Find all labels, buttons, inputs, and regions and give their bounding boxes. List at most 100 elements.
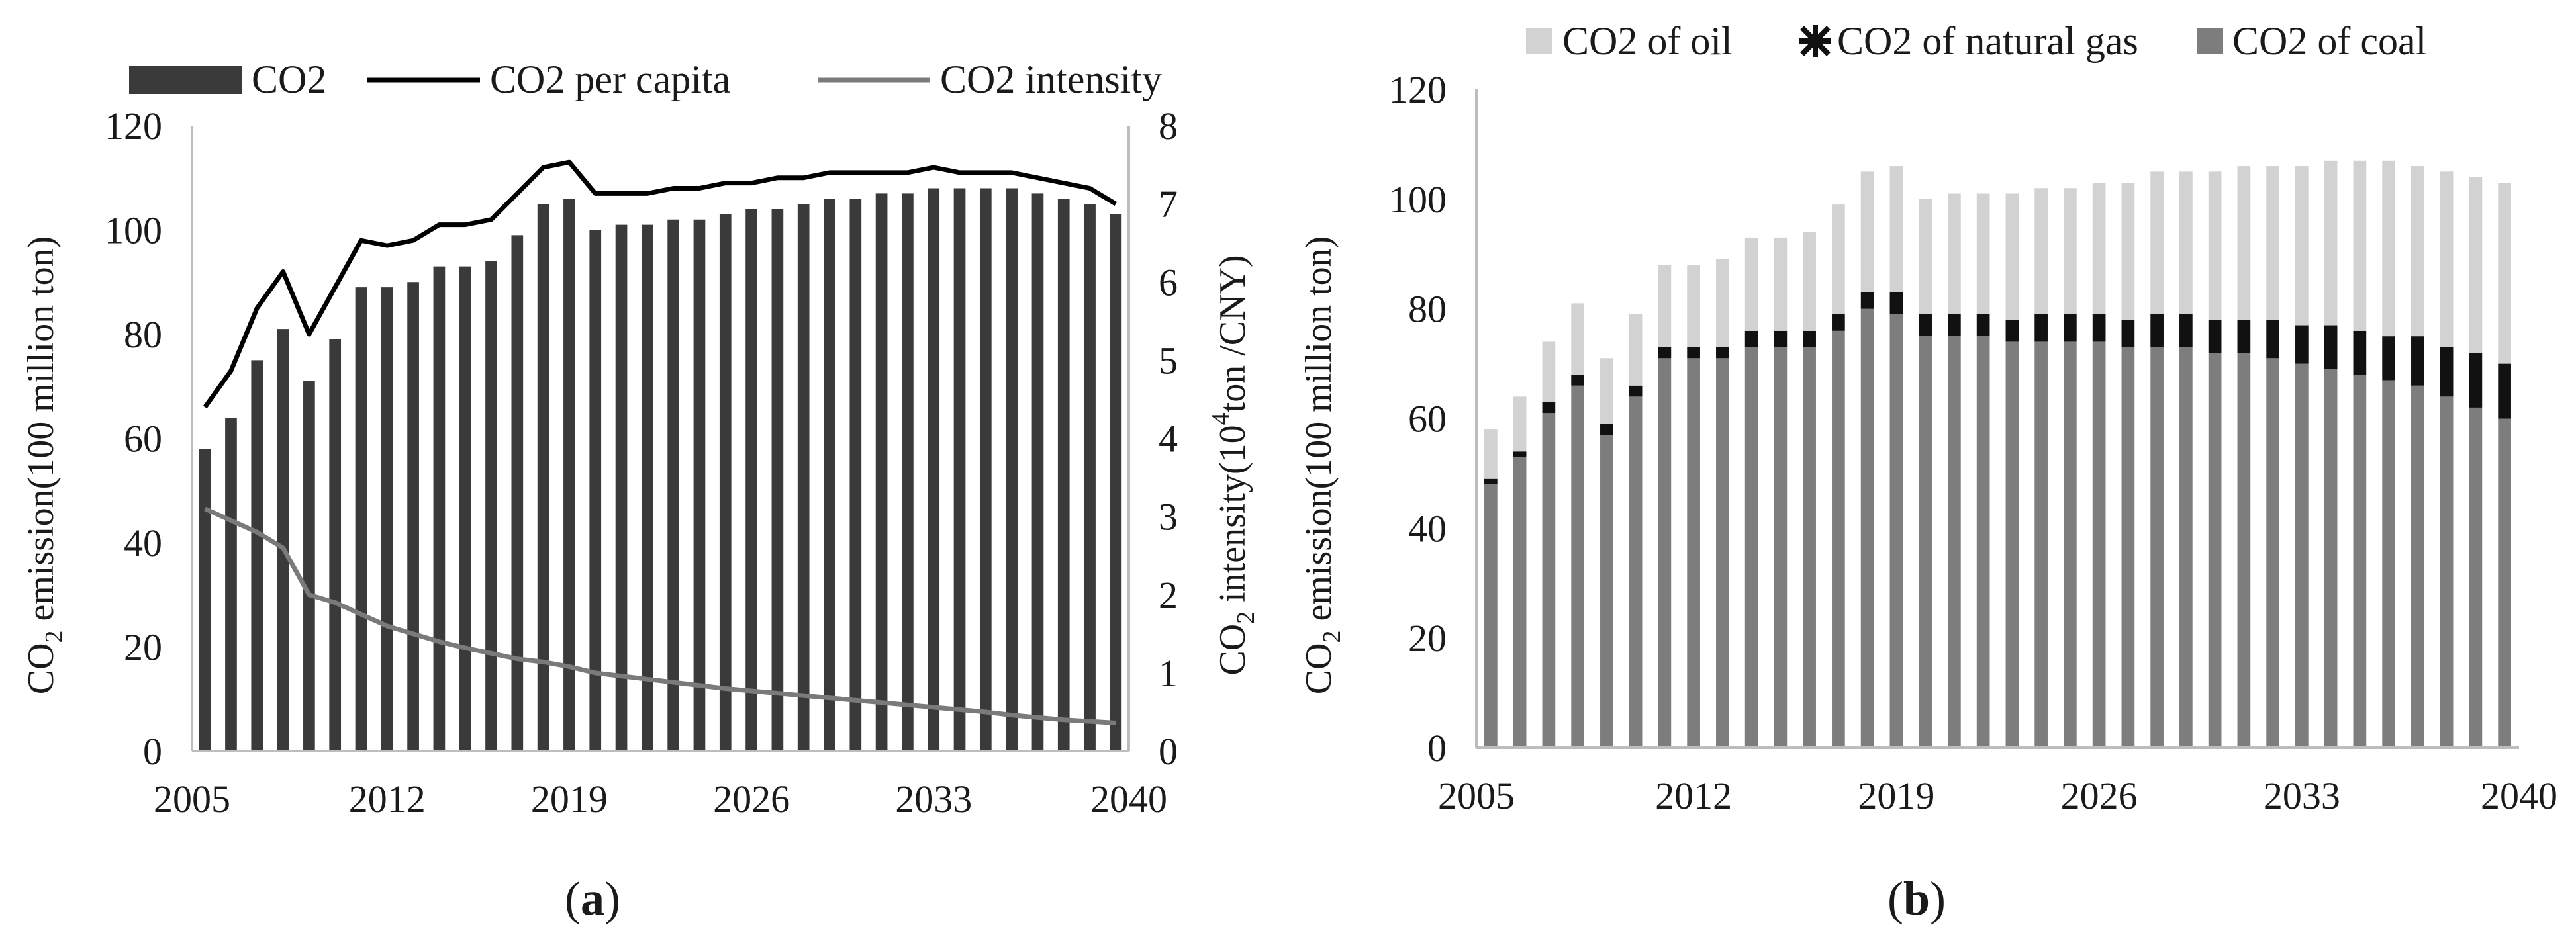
bar-co2-of-oil-2016 xyxy=(1803,232,1816,331)
bar-co2-of-oil-2007 xyxy=(1542,341,1556,402)
bar-co2-of-coal-2018 xyxy=(1860,308,1874,748)
bar-co2-of-natural-gas-2027 xyxy=(2121,320,2135,347)
bar-co2-of-oil-2024 xyxy=(2034,188,2048,314)
bar-co2-of-oil-2031 xyxy=(2237,166,2251,320)
y-axis-label-left-a: CO2 emission(100 million ton) xyxy=(21,236,68,695)
bar-co2-of-coal-2014 xyxy=(1744,347,1758,748)
bar-co2-2036 xyxy=(1006,188,1018,751)
panel-label-b: (b) xyxy=(1887,872,1946,925)
y-tick-right-a: 5 xyxy=(1159,339,1178,382)
bar-co2-of-oil-2018 xyxy=(1860,171,1874,292)
legend-swatch-gas xyxy=(1799,25,1831,57)
bar-co2-of-coal-2040 xyxy=(2498,418,2511,748)
chart-a-axes xyxy=(191,126,1130,752)
bar-co2-2031 xyxy=(875,193,888,751)
bar-co2-of-natural-gas-2026 xyxy=(2092,314,2106,342)
bar-co2-of-coal-2038 xyxy=(2440,396,2454,748)
bar-co2-of-oil-2017 xyxy=(1832,204,1845,314)
bar-co2-of-natural-gas-2016 xyxy=(1803,330,1816,347)
bar-co2-of-oil-2030 xyxy=(2208,171,2222,320)
bar-co2-of-natural-gas-2025 xyxy=(2064,314,2077,342)
bar-co2-of-natural-gas-2039 xyxy=(2469,353,2483,408)
bar-co2-of-coal-2016 xyxy=(1803,347,1816,748)
bar-co2-of-natural-gas-2012 xyxy=(1687,347,1700,359)
y-tick-b: 20 xyxy=(1408,617,1447,660)
y-tick-b: 80 xyxy=(1408,288,1447,331)
panel-label-a: (a) xyxy=(565,872,620,925)
y-tick-left-a: 120 xyxy=(105,105,162,148)
bar-co2-of-natural-gas-2038 xyxy=(2440,347,2454,397)
bar-co2-2005 xyxy=(199,449,211,751)
bar-co2-of-coal-2007 xyxy=(1542,413,1556,748)
bar-co2-of-oil-2037 xyxy=(2411,166,2424,337)
y-axis-label-b: CO2 emission(100 million ton) xyxy=(1298,236,1346,695)
y-tick-b: 100 xyxy=(1389,178,1447,221)
bar-co2-of-coal-2026 xyxy=(2092,341,2106,748)
y-tick-left-a: 0 xyxy=(143,730,162,773)
bar-co2-of-natural-gas-2040 xyxy=(2498,363,2511,419)
bar-co2-of-natural-gas-2007 xyxy=(1542,402,1556,414)
y-tick-left-a: 40 xyxy=(124,521,162,564)
y-tick-b: 60 xyxy=(1408,398,1447,441)
bar-co2-of-natural-gas-2035 xyxy=(2353,330,2367,375)
bar-co2-of-coal-2009 xyxy=(1600,435,1613,748)
y-tick-right-a: 7 xyxy=(1159,183,1178,226)
bar-co2-of-coal-2012 xyxy=(1687,358,1700,748)
bar-co2-of-natural-gas-2028 xyxy=(2150,314,2164,347)
bar-co2-of-oil-2028 xyxy=(2150,171,2164,314)
bar-co2-2027 xyxy=(771,209,784,751)
bar-co2-of-natural-gas-2019 xyxy=(1889,292,1903,314)
bar-co2-2026 xyxy=(745,209,757,751)
bar-co2-of-natural-gas-2031 xyxy=(2237,320,2251,353)
bar-co2-2024 xyxy=(693,219,706,751)
bar-co2-of-coal-2006 xyxy=(1513,457,1527,748)
bar-co2-of-natural-gas-2033 xyxy=(2295,325,2309,364)
y-tick-right-a: 2 xyxy=(1159,574,1178,617)
bar-co2-of-coal-2024 xyxy=(2034,341,2048,748)
bar-co2-of-oil-2032 xyxy=(2266,166,2279,320)
bar-co2-2037 xyxy=(1031,193,1044,751)
bar-co2-of-oil-2008 xyxy=(1571,303,1584,375)
bar-co2-of-coal-2017 xyxy=(1832,330,1845,748)
bar-co2-of-oil-2029 xyxy=(2179,171,2193,314)
bar-co2-of-coal-2035 xyxy=(2353,375,2367,748)
bar-co2-of-natural-gas-2023 xyxy=(2005,320,2019,342)
x-tick-b: 2012 xyxy=(1655,774,1732,817)
bar-co2-of-natural-gas-2010 xyxy=(1629,385,1643,397)
bar-co2-of-oil-2033 xyxy=(2295,166,2309,326)
bar-co2-of-natural-gas-2037 xyxy=(2411,336,2424,386)
bar-co2-of-natural-gas-2036 xyxy=(2382,336,2395,381)
bar-co2-of-coal-2008 xyxy=(1571,385,1584,748)
line-co2-per-capita xyxy=(203,159,1118,409)
bar-co2-2018 xyxy=(537,204,549,751)
bar-co2-of-oil-2040 xyxy=(2498,182,2511,364)
bar-co2-of-coal-2034 xyxy=(2324,369,2338,748)
x-tick-a: 2005 xyxy=(154,778,230,821)
bar-co2-of-oil-2034 xyxy=(2324,160,2338,326)
bar-co2-of-natural-gas-2008 xyxy=(1571,375,1584,386)
bar-co2-of-coal-2025 xyxy=(2064,341,2077,748)
legend-label-per-capita: CO2 per capita xyxy=(490,58,730,101)
bar-co2-2035 xyxy=(979,188,992,751)
bar-co2-2011 xyxy=(355,287,367,751)
line-co2-intensity xyxy=(204,506,1116,725)
bar-co2-of-coal-2023 xyxy=(2005,341,2019,748)
bar-co2-of-oil-2009 xyxy=(1600,358,1613,424)
bar-co2-of-coal-2010 xyxy=(1629,396,1643,748)
bar-co2-of-oil-2014 xyxy=(1744,237,1758,331)
bar-co2-of-oil-2038 xyxy=(2440,171,2454,347)
bar-co2-of-coal-2030 xyxy=(2208,353,2222,748)
y-tick-b: 0 xyxy=(1427,727,1447,770)
bar-co2-of-natural-gas-2018 xyxy=(1860,292,1874,309)
bar-co2-of-coal-2020 xyxy=(1919,336,1932,748)
y-tick-right-a: 0 xyxy=(1159,730,1178,773)
bar-co2-2021 xyxy=(615,224,628,751)
bar-co2-of-oil-2006 xyxy=(1513,396,1527,452)
bar-co2-of-natural-gas-2034 xyxy=(2324,325,2338,369)
chart-a-bars xyxy=(199,188,1122,751)
bar-co2-of-natural-gas-2015 xyxy=(1774,330,1788,347)
legend-label-coal: CO2 of coal xyxy=(2232,19,2426,63)
bar-co2-of-coal-2005 xyxy=(1484,484,1498,748)
bar-co2-2039 xyxy=(1084,204,1096,751)
